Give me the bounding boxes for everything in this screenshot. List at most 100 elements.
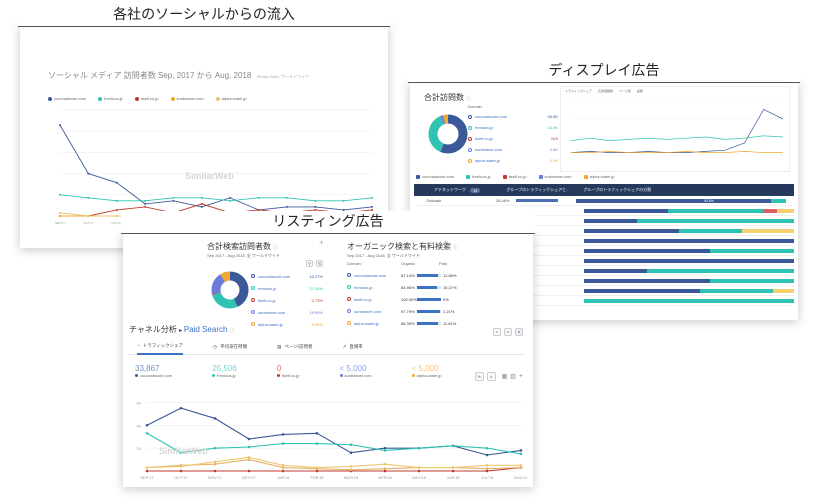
domain-name[interactable]: sunbeaver.com [354, 308, 382, 314]
clock-icon: ◷ [213, 343, 218, 349]
metric-item[interactable]: 0 itself.co.jp [276, 364, 300, 378]
domain-name[interactable]: itself.co.jp [258, 297, 276, 303]
tab-pages[interactable]: ページ別 [618, 89, 631, 93]
daily-toggle[interactable]: D [493, 328, 501, 336]
metric-item[interactable]: 33,867 coconalavote.com [135, 364, 172, 378]
domain-name[interactable]: sunbeaver.com [258, 309, 286, 315]
info-icon[interactable]: ⓘ [453, 245, 459, 251]
domain-name[interactable]: frenious.jp [475, 125, 494, 130]
share-row[interactable]: frenious.jp 27.04% [251, 282, 323, 294]
domain-name[interactable]: coconalavote.com [258, 273, 291, 279]
tab-label: 平均滞在時間 [220, 343, 248, 349]
tab-ad-count[interactable]: 広告掲載数 [597, 89, 613, 93]
adnetwork-row[interactable] [414, 246, 794, 256]
tab-avg-duration[interactable]: ◷ 平均滞在時間 [213, 344, 247, 350]
organic-paid-row[interactable]: frenious.jp 84.96% 15.37% [347, 281, 467, 293]
tab-bounce-rate[interactable]: ↗ 直帰率 [343, 344, 363, 350]
domain-name[interactable]: alpha-water.jp [258, 321, 283, 327]
data-point [349, 465, 353, 468]
granularity-toggle: D W M [493, 328, 523, 336]
split-segment [777, 208, 794, 213]
share-row[interactable]: coconalavote.com 43.27% [251, 270, 323, 282]
organic-paid-row[interactable]: coconalavote.com 87.14% 12.86% [347, 269, 467, 281]
share-row[interactable]: sunbeaver.com 19.99% [251, 306, 323, 318]
adnetwork-row[interactable] [414, 226, 794, 236]
domain-name[interactable]: frenious.jp [354, 284, 373, 290]
adnetwork-row[interactable] [414, 296, 794, 306]
sort-icon[interactable]: ⇅ [316, 260, 323, 267]
add-icon[interactable]: + [518, 373, 523, 380]
domain-name[interactable]: frenious.jp [258, 285, 277, 291]
tab-images[interactable]: 画像 [636, 89, 643, 93]
col-split[interactable]: グループのトラフィックシェアの分割 [583, 187, 652, 192]
adnetwork-row[interactable] [414, 286, 794, 296]
tab-traffic-share[interactable]: トラフィックシェア [565, 89, 592, 93]
col-share[interactable]: グループのトラフィックシェアと... [506, 187, 570, 192]
info-icon[interactable]: ⓘ [466, 96, 472, 102]
domain-row[interactable]: frenious.jp 42.9K [468, 122, 558, 133]
domain-row[interactable]: sunbeaver.com 2.6K [468, 144, 558, 155]
search-icon[interactable]: ⚲ [306, 260, 313, 267]
domain-name[interactable]: alpha-water.jp [354, 320, 379, 326]
metric-item[interactable]: < 5,000 alpha-water.jp [411, 364, 442, 378]
domain-name[interactable]: coconalavote.com [354, 272, 387, 278]
col-domain[interactable]: Domain [347, 261, 361, 266]
tab-pages-per-visit[interactable]: ▤ ページ/訪問者 [277, 344, 312, 350]
x-tick-label: NOV'17 [208, 475, 223, 480]
legend-item[interactable]: sunbeaver.com [538, 174, 572, 179]
organic-paid-row[interactable]: itself.co.jp 100.00% 0% [347, 293, 467, 305]
adnetwork-row[interactable] [414, 266, 794, 276]
add-icon[interactable]: + [319, 238, 324, 247]
adnetwork-row[interactable] [414, 276, 794, 286]
domain-row[interactable]: itself.co.jp N/A [468, 133, 558, 144]
legend-item[interactable]: coconalavote.com [48, 96, 86, 101]
col-organic[interactable]: Organic [401, 261, 416, 266]
add-icon[interactable]: + [443, 238, 448, 247]
info-icon[interactable]: ⓘ [229, 328, 235, 334]
legend-item[interactable]: alpha-water.jp [583, 174, 615, 179]
weekly-toggle[interactable]: W [504, 328, 512, 336]
organic-paid-row[interactable]: alpha-water.jp 88.39% 11.61% [347, 317, 467, 329]
share-row[interactable]: alpha-water.jp 8.90% [251, 318, 323, 330]
domain-name[interactable]: itself.co.jp [354, 296, 372, 302]
metric-item[interactable]: 25,506 frenious.jp [212, 364, 237, 378]
legend-item[interactable]: frenious.jp [98, 96, 123, 101]
number-toggle[interactable]: # [486, 372, 496, 381]
metric-item[interactable]: < 5,000 sunbeaver.com [339, 364, 372, 378]
domain-name[interactable]: sunbeaver.com [475, 147, 503, 152]
excel-icon[interactable]: ▦ [501, 374, 508, 380]
legend-item[interactable]: itself.co.jp [502, 174, 527, 179]
percent-toggle[interactable]: % [474, 372, 484, 381]
domain-name[interactable]: coconalavote.com [475, 114, 508, 119]
legend-item[interactable]: itself.co.jp [134, 96, 159, 101]
monthly-toggle[interactable]: M [515, 328, 523, 336]
share-value: 43.27% [309, 273, 323, 279]
domain-cell: sunbeaver.com [468, 147, 502, 152]
adnetwork-row[interactable]: Outbrain 26.46% 93.6% [414, 196, 794, 206]
organic-paid-row[interactable]: sunbeaver.com 97.79% 2.21% [347, 305, 467, 317]
info-icon[interactable]: ⓘ [273, 245, 279, 251]
adnetwork-row[interactable] [414, 256, 794, 266]
domain-row[interactable]: alpha-water.jp 5.0K [468, 155, 558, 166]
share-row[interactable]: itself.co.jp 0.73% [251, 294, 323, 306]
social-chart-title: ソーシャル メディア 訪問者数 Sep, 2017 から Aug, 2018 S… [48, 70, 309, 81]
adnetwork-name[interactable]: Outbrain [426, 198, 442, 203]
adnetwork-row[interactable] [414, 236, 794, 246]
paid-search-link[interactable]: Paid Search [183, 325, 228, 334]
adnetwork-row[interactable] [414, 216, 794, 226]
legend-item[interactable]: alpha-water.jp [215, 96, 247, 101]
col-paid[interactable]: Paid [439, 261, 448, 266]
adnetwork-row[interactable] [414, 206, 794, 216]
domain-row[interactable]: coconalavote.com 65.6K [468, 111, 558, 122]
site-icon [468, 114, 472, 119]
legend-item[interactable]: coconalavote.com [416, 174, 454, 179]
organic-bar-fill [417, 309, 441, 313]
chart-type-icon[interactable]: ▥ [510, 374, 516, 380]
legend-item[interactable]: sunbeaver.com [170, 96, 204, 101]
legend-item[interactable]: frenious.jp [466, 174, 491, 179]
tab-label: 直帰率 [349, 343, 363, 349]
col-adnetwork[interactable]: アドネットワーク [434, 187, 466, 192]
tab-traffic-share[interactable]: ◔ トラフィックシェア [137, 339, 184, 355]
domain-name[interactable]: alpha-water.jp [475, 158, 500, 163]
domain-name[interactable]: itself.co.jp [475, 136, 493, 141]
